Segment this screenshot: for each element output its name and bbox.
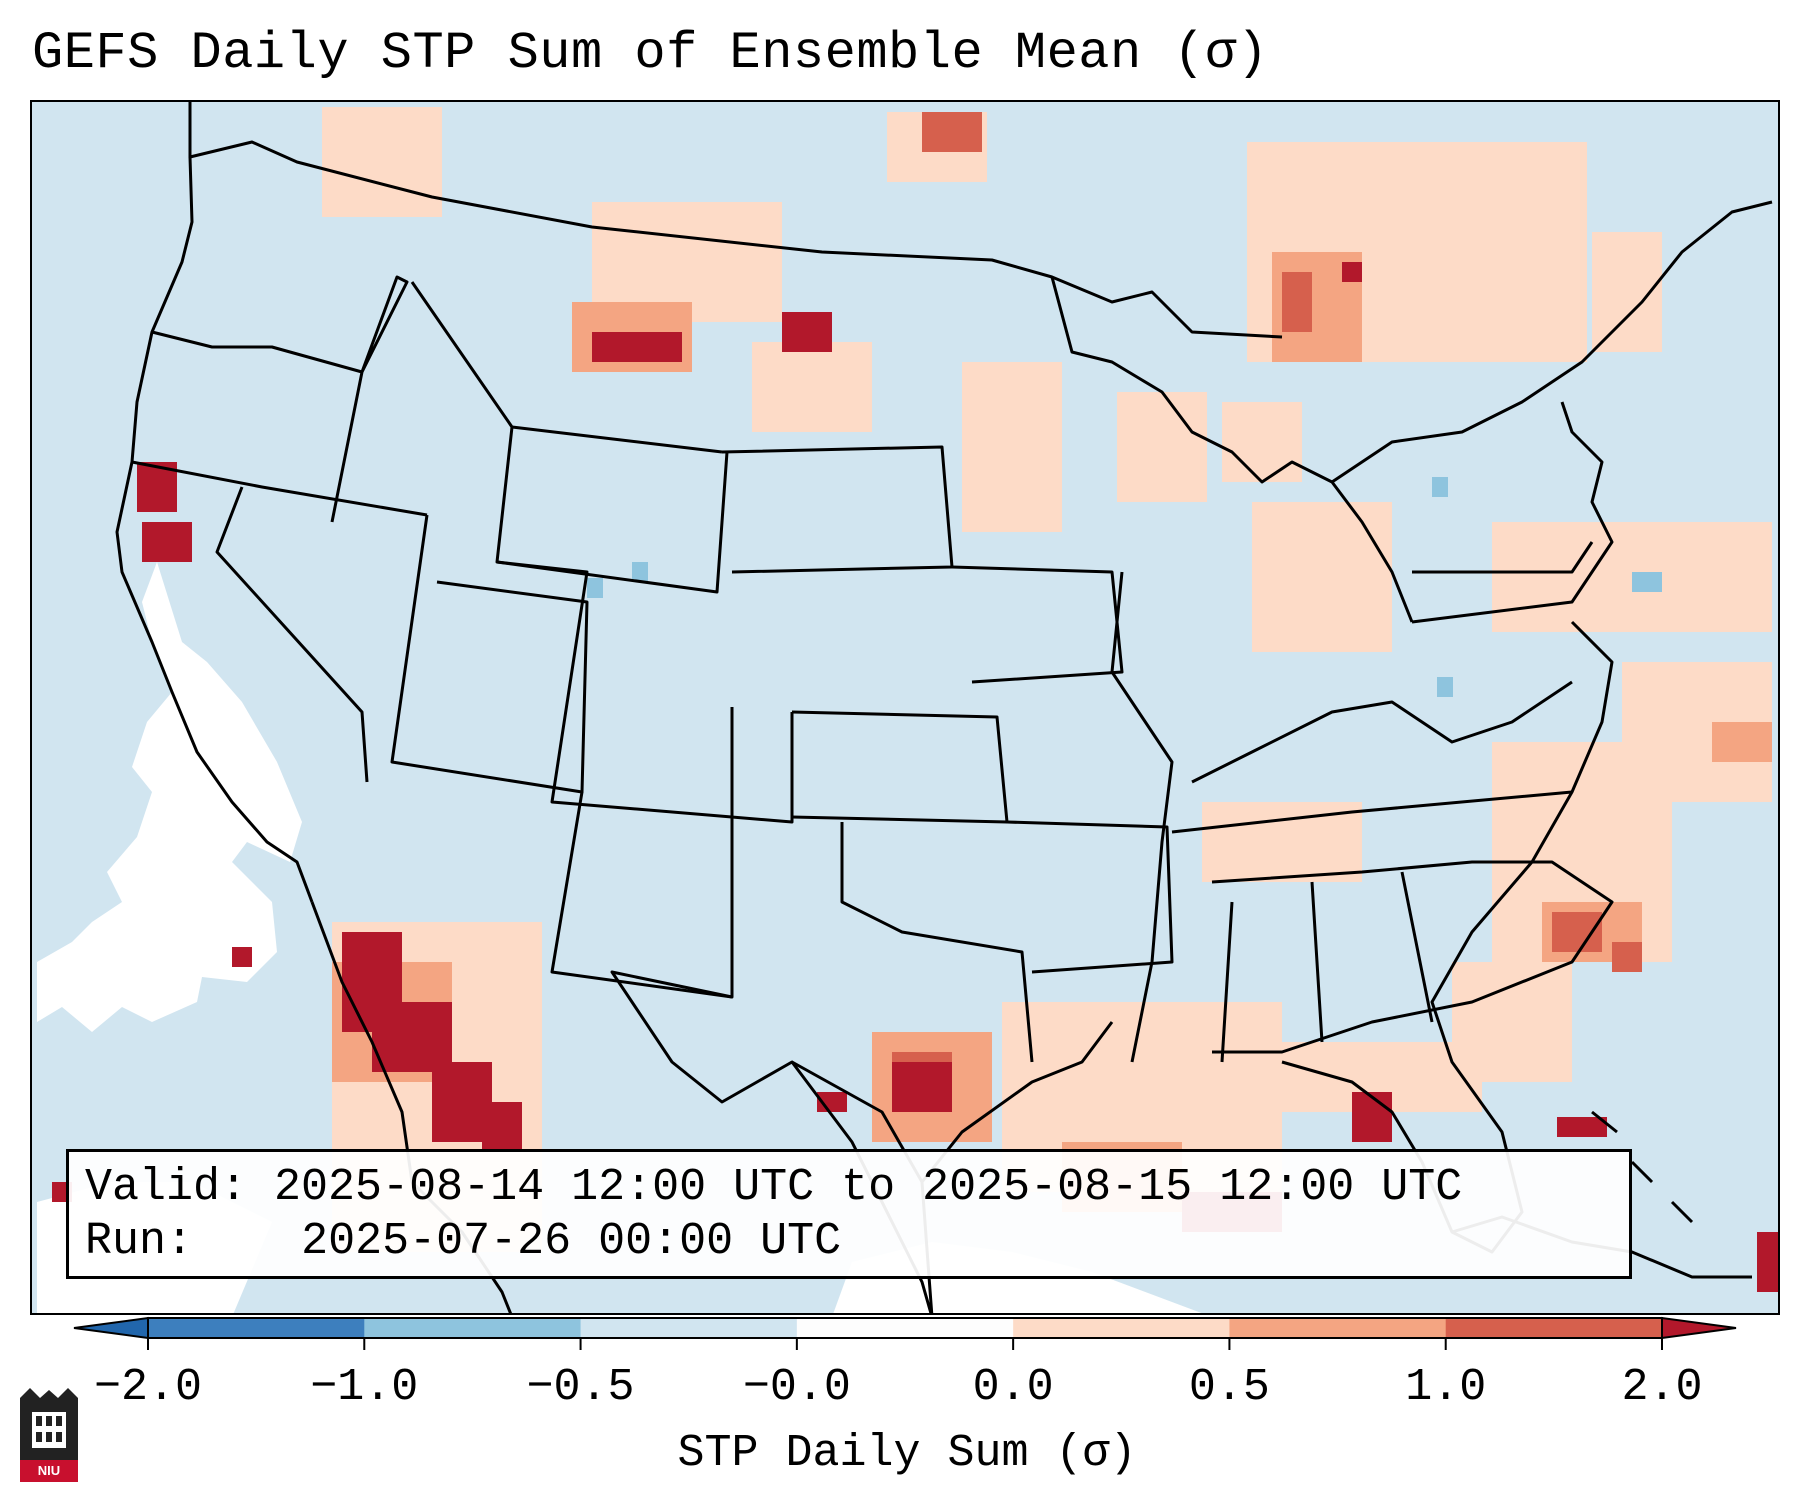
southeast-borders: [1211, 860, 1614, 1054]
colorbar-bin: [1445, 1318, 1663, 1338]
colorbar-bin: [1013, 1318, 1230, 1338]
co-nm-line: [496, 560, 794, 824]
anomaly-cell: [782, 312, 832, 352]
pacific-neutral-zone: [37, 562, 302, 1032]
colorbar-label: STP Daily Sum (σ): [677, 1428, 1137, 1479]
anomaly-cell: [142, 522, 192, 562]
map-panel: [30, 100, 1780, 1315]
mo-ar-line: [1006, 820, 1174, 974]
colorbar-tick-label: 0.5: [1188, 1362, 1270, 1413]
colorbar-over-arrow: [1661, 1316, 1737, 1340]
tn-ky-line: [1171, 790, 1573, 834]
anomaly-cell: [1557, 1117, 1607, 1137]
ok-tx-line: [840, 822, 1034, 1063]
run-label: Run:: [85, 1216, 194, 1267]
anomaly-cell: [752, 342, 872, 432]
anomaly-cell: [1112, 1042, 1482, 1112]
anomaly-cell: [1757, 1232, 1778, 1292]
colorbar-bin: [580, 1318, 798, 1338]
colorbar-bin: [796, 1318, 1014, 1338]
wy-co-line: [495, 426, 729, 594]
anomaly-cell: [632, 562, 648, 582]
extreme-anomaly-cells: [52, 262, 1778, 1292]
anomaly-cell: [587, 578, 603, 598]
valid-value: 2025-08-14 12:00 UTC to 2025-08-15 12:00…: [274, 1162, 1463, 1213]
ks-ok-line: [791, 710, 1009, 824]
valid-label: Valid:: [85, 1162, 248, 1213]
colorbar-tick-label: −0.0: [742, 1362, 851, 1413]
run-line: Run: 2025-07-26 00:00 UTC: [85, 1216, 841, 1267]
anomaly-cell: [1222, 402, 1302, 482]
great-lakes-region: [1050, 276, 1414, 623]
anomaly-cell: [1252, 502, 1392, 652]
az-nm-line: [550, 707, 734, 999]
colorbar-bin: [364, 1318, 582, 1338]
ohio-river: [1191, 680, 1573, 784]
niu-logo-text: NIU: [37, 1463, 61, 1478]
ca-nv-diagonal: [215, 486, 369, 783]
anomaly-cell: [482, 1102, 522, 1152]
canada-border: [188, 102, 1283, 339]
anomaly-cell: [1552, 912, 1602, 952]
ms-al-ga-lines: [1220, 871, 1434, 1063]
nd-sd-ne: [721, 445, 954, 574]
northeast-borders: [1331, 200, 1773, 484]
colorbar-bin: [148, 1318, 365, 1338]
or-ca-nv-line: [131, 460, 428, 517]
colorbar-tick-label: −2.0: [93, 1362, 203, 1413]
negative-anomaly-cells: [587, 477, 1662, 697]
east-coast: [1281, 620, 1614, 1254]
anomaly-cell: [1632, 572, 1662, 592]
colorbar: [73, 1316, 1737, 1350]
niu-logo-icon: [20, 1388, 78, 1482]
colorbar-bin: [1229, 1318, 1447, 1338]
idaho-border: [330, 275, 409, 523]
niu-logo: NIU: [18, 1388, 80, 1484]
anomaly-cell: [1437, 677, 1453, 697]
wa-or-line: [151, 330, 363, 374]
anomaly-cell: [592, 332, 682, 362]
anomaly-cell: [1612, 942, 1642, 972]
bahamas: [1591, 1110, 1694, 1224]
colorbar-tick-label: 1.0: [1405, 1362, 1487, 1413]
run-value: 2025-07-26 00:00 UTC: [301, 1216, 842, 1267]
colorbar-tick-label: 0.0: [972, 1362, 1054, 1413]
colorbar-tick-label: −1.0: [310, 1362, 419, 1413]
mississippi-river: [1110, 571, 1174, 1063]
anomaly-cell: [1282, 272, 1312, 332]
colorbar-tick-label: 2.0: [1621, 1362, 1703, 1413]
anomaly-cell: [322, 107, 442, 217]
anomaly-cell: [1712, 722, 1772, 762]
anomaly-cell: [962, 362, 1062, 532]
colorbar-tick-label: −0.5: [526, 1362, 635, 1413]
anomaly-cell: [372, 1002, 452, 1072]
west-coast: [115, 156, 314, 903]
colorbar-under-arrow: [73, 1316, 149, 1340]
info-box: Valid: 2025-08-14 12:00 UTC to 2025-08-1…: [66, 1149, 1632, 1279]
anomaly-cell: [892, 1062, 952, 1112]
anomaly-cell: [232, 947, 252, 967]
map-title: GEFS Daily STP Sum of Ensemble Mean (σ): [32, 24, 1269, 83]
anomaly-cell: [1432, 477, 1448, 497]
colorbar-frame: [147, 1317, 1663, 1339]
pa-ny-line: [1412, 541, 1594, 574]
stp-map: [32, 102, 1778, 1313]
northeast-states: [1411, 401, 1614, 624]
valid-line: Valid: 2025-08-14 12:00 UTC to 2025-08-1…: [85, 1162, 1462, 1213]
state-boundaries: [115, 102, 1773, 1313]
anomaly-cell: [1342, 262, 1362, 282]
anomaly-cell: [922, 112, 982, 152]
baja-coast: [310, 901, 513, 1313]
anomaly-cell: [1352, 1092, 1392, 1142]
anomaly-cell: [1117, 392, 1207, 502]
